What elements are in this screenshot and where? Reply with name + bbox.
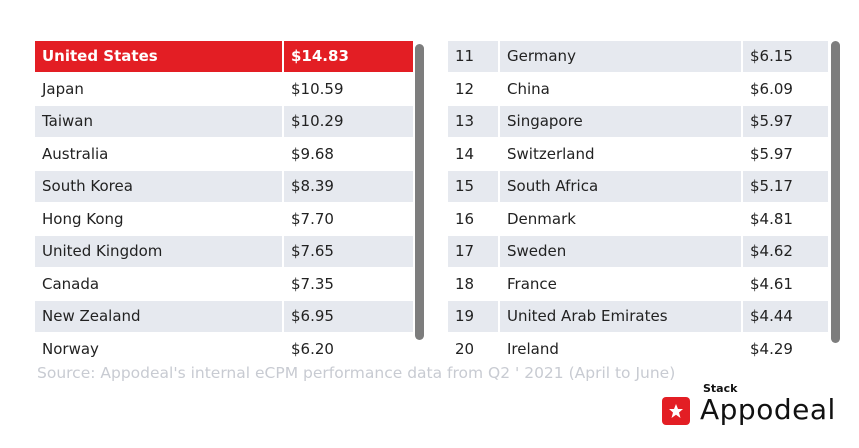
table-cell: Taiwan [35,106,282,137]
table-cell: $10.29 [284,106,413,137]
scrollbar[interactable] [831,41,840,343]
table-cell: $4.29 [743,333,828,357]
table-cell: $5.97 [743,138,828,169]
table-cell: Switzerland [500,138,741,169]
table-cell: $5.17 [743,171,828,202]
logo-small: Stack [703,382,738,395]
table-cell: Hong Kong [35,203,282,234]
table-cell: $9.68 [284,138,413,169]
logo-icon [662,397,690,425]
table-cell: Sweden [500,236,741,267]
table-cell: France [500,268,741,299]
table-cell: Ireland [500,333,741,357]
logo-name: Appodeal [700,393,836,426]
table-cell: South Korea [35,171,282,202]
table-cell: 14 [448,138,498,169]
scrollbar[interactable] [415,44,424,340]
table-cell: $4.44 [743,301,828,332]
table-cell: Australia [35,138,282,169]
table-cell: Japan [35,73,282,104]
table-cell: 15 [448,171,498,202]
table-cell: 16 [448,203,498,234]
table-cell: $14.83 [284,41,413,72]
table-cell: 13 [448,106,498,137]
table-cell: 12 [448,73,498,104]
table-cell: Canada [35,268,282,299]
table-cell: United States [35,41,282,72]
table-cell: $8.39 [284,171,413,202]
table-cell: $7.65 [284,236,413,267]
table-cell: 18 [448,268,498,299]
table-cell: $7.70 [284,203,413,234]
table-cell: Denmark [500,203,741,234]
table-cell: $6.15 [743,41,828,72]
table-cell: $6.09 [743,73,828,104]
table-cell: $7.35 [284,268,413,299]
table-cell: Singapore [500,106,741,137]
table-cell: $6.20 [284,333,413,357]
table-cell: $4.61 [743,268,828,299]
table-cell: 20 [448,333,498,357]
logo-star [669,404,683,418]
table-cell: China [500,73,741,104]
table-cell: New Zealand [35,301,282,332]
table-cell: $4.81 [743,203,828,234]
table-cell: 11 [448,41,498,72]
table-cell: United Kingdom [35,236,282,267]
table-cell: Germany [500,41,741,72]
table-cell: 19 [448,301,498,332]
table-cell: $5.97 [743,106,828,137]
table-cell: South Africa [500,171,741,202]
table-cell: 17 [448,236,498,267]
table-cell: $10.59 [284,73,413,104]
source-note: Source: Appodeal's internal eCPM perform… [37,364,676,382]
table-cell: Norway [35,333,282,357]
table-cell: $6.95 [284,301,413,332]
table-cell: United Arab Emirates [500,301,741,332]
left-table: United States $14.83 Japan $10.59 Taiwan $10.… [35,41,413,357]
right-table: 11 Germany $6.15 12 China $6.09 13 Singapore $5.… [448,41,828,357]
table-cell: $4.62 [743,236,828,267]
